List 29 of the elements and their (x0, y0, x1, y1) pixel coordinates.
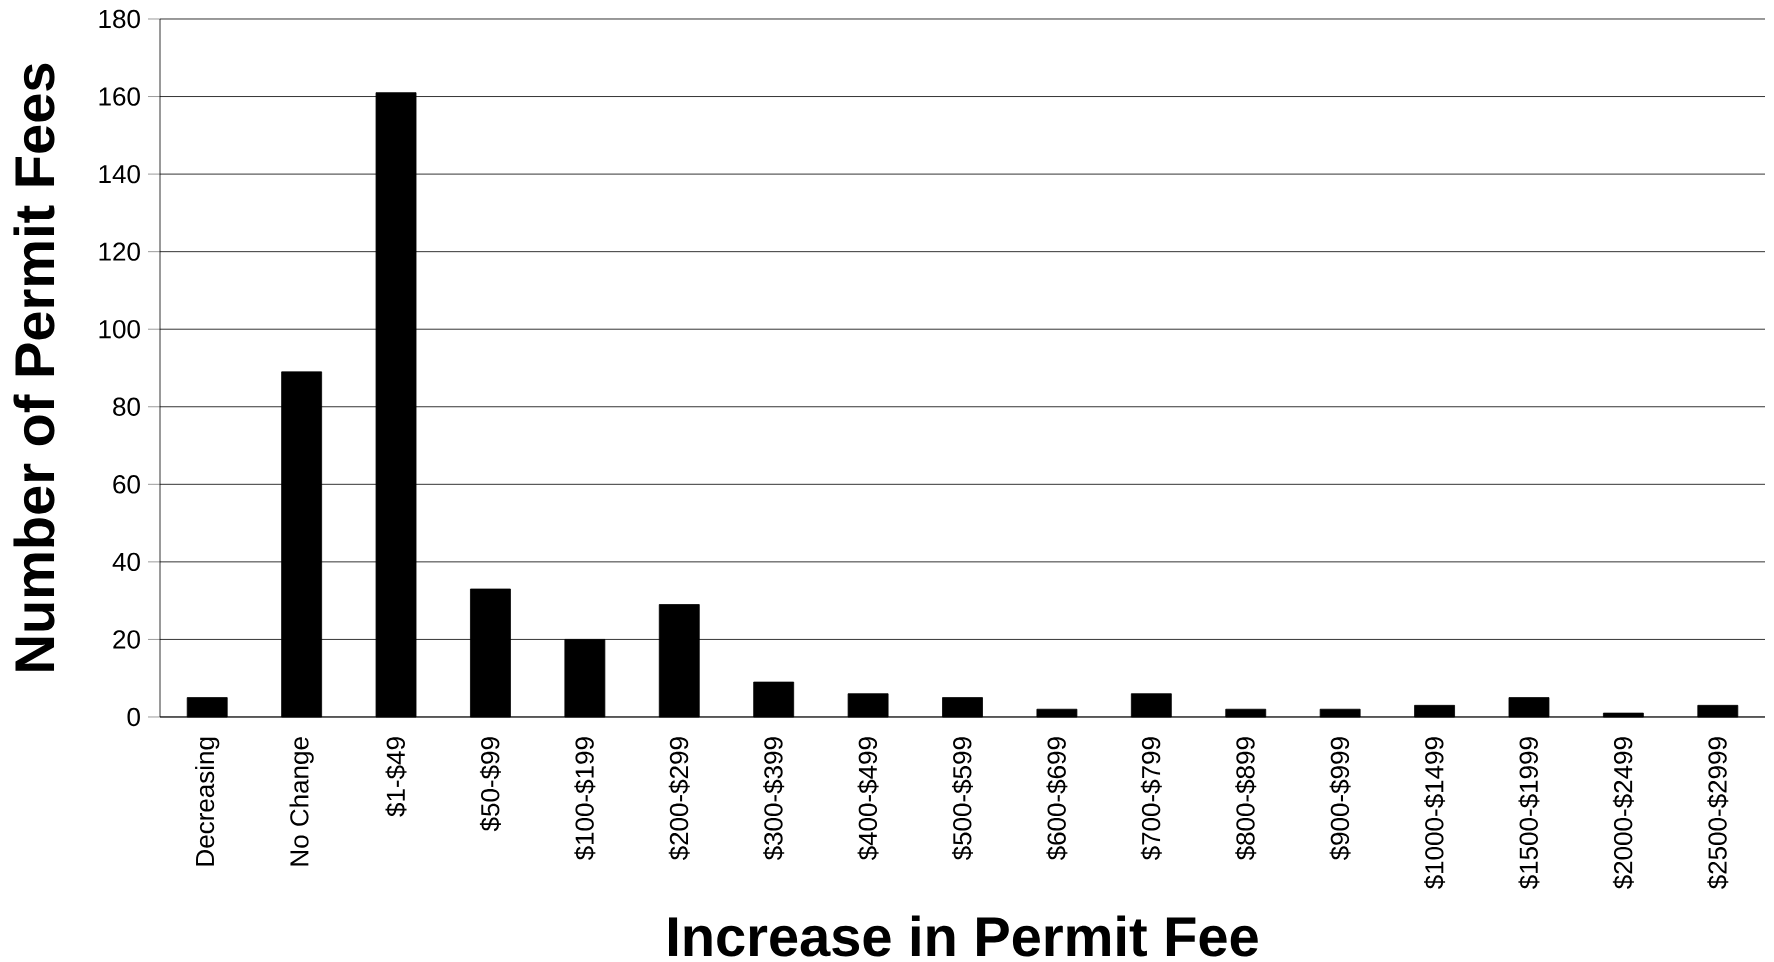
y-tick-label: 40 (112, 552, 140, 572)
y-axis-title: Number of Permit Fees (13, 63, 55, 671)
x-axis-title: Increase in Permit Fee (668, 915, 1258, 957)
x-tick-label: No Change (289, 737, 314, 866)
y-tick-label: 0 (127, 707, 140, 727)
x-tick-label: $300-$399 (763, 737, 785, 861)
x-tick-label: $200-$299 (668, 737, 690, 861)
y-tick-label: 80 (113, 397, 140, 416)
y-tick-label: 20 (113, 630, 140, 649)
y-tick-label: 60 (113, 475, 140, 494)
x-tick-label: Decreasing (195, 737, 220, 866)
x-tick-label: $700-$799 (1140, 737, 1162, 861)
x-tick-label: $2000-$2499 (1612, 737, 1634, 890)
x-tick-label: $1500-$1999 (1518, 737, 1540, 890)
x-tick-label: $1-$49 (385, 737, 407, 817)
y-tick-label: 100 (99, 320, 140, 339)
x-tick-label: $900-$999 (1329, 737, 1351, 861)
x-tick-label: $2500-$2999 (1707, 737, 1729, 890)
x-tick-label: $500-$599 (951, 737, 974, 861)
x-tick-label: $1000-$1499 (1424, 737, 1446, 890)
x-tick-label: $400-$499 (857, 737, 879, 861)
x-tick-label: $800-$899 (1235, 737, 1257, 861)
x-tick-label: $50-$99 (479, 737, 501, 832)
x-tick-label: $600-$699 (1046, 737, 1068, 861)
y-tick-label: 180 (99, 9, 140, 29)
y-tick-label: 140 (99, 164, 140, 184)
y-tick-label: 160 (99, 87, 140, 106)
x-tick-label: $100-$199 (574, 737, 596, 861)
y-tick-label: 120 (99, 242, 140, 261)
